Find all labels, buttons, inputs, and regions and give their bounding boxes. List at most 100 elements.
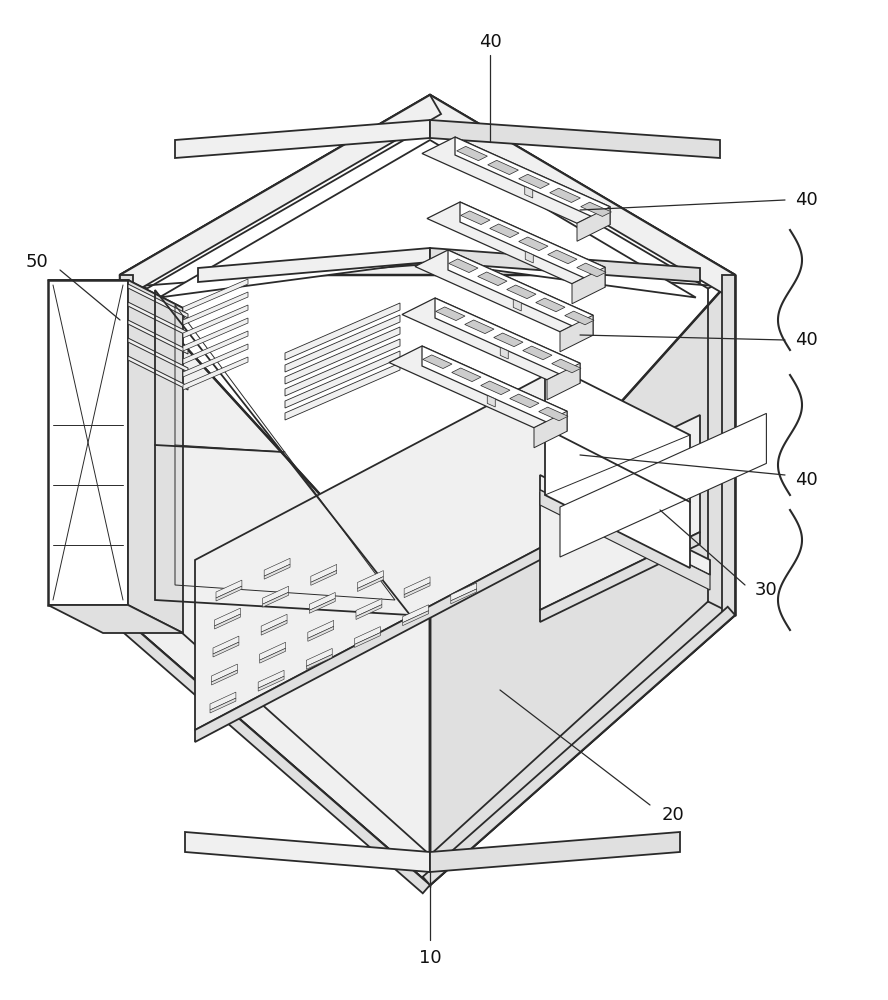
Polygon shape <box>480 381 510 395</box>
Polygon shape <box>722 275 735 615</box>
Polygon shape <box>510 394 539 408</box>
Polygon shape <box>120 275 133 615</box>
Polygon shape <box>183 357 248 390</box>
Polygon shape <box>430 248 700 282</box>
Polygon shape <box>354 633 380 647</box>
Polygon shape <box>264 564 290 579</box>
Polygon shape <box>389 346 567 428</box>
Polygon shape <box>415 250 593 332</box>
Polygon shape <box>576 263 606 277</box>
Polygon shape <box>523 346 552 360</box>
Polygon shape <box>404 583 430 598</box>
Polygon shape <box>402 605 429 623</box>
Polygon shape <box>540 475 710 575</box>
Polygon shape <box>48 280 183 308</box>
Polygon shape <box>216 586 242 601</box>
Polygon shape <box>500 347 508 359</box>
Polygon shape <box>422 346 567 431</box>
Polygon shape <box>128 280 183 633</box>
Polygon shape <box>565 311 594 325</box>
Polygon shape <box>195 540 555 742</box>
Polygon shape <box>120 275 430 885</box>
Polygon shape <box>48 605 183 633</box>
Polygon shape <box>455 137 610 225</box>
Polygon shape <box>159 140 696 298</box>
Polygon shape <box>519 237 548 251</box>
Polygon shape <box>128 284 188 318</box>
Polygon shape <box>285 351 400 408</box>
Polygon shape <box>548 250 577 264</box>
Polygon shape <box>183 279 248 312</box>
Polygon shape <box>213 636 239 654</box>
Polygon shape <box>263 592 289 607</box>
Polygon shape <box>507 285 536 299</box>
Polygon shape <box>430 275 735 885</box>
Polygon shape <box>183 331 248 364</box>
Polygon shape <box>404 577 430 595</box>
Polygon shape <box>448 250 593 335</box>
Polygon shape <box>308 626 334 641</box>
Polygon shape <box>525 251 534 263</box>
Polygon shape <box>356 599 382 616</box>
Polygon shape <box>488 395 496 407</box>
Polygon shape <box>435 298 580 383</box>
Polygon shape <box>183 305 248 338</box>
Polygon shape <box>120 95 735 275</box>
Polygon shape <box>551 359 581 373</box>
Polygon shape <box>306 654 332 669</box>
Polygon shape <box>211 664 237 682</box>
Polygon shape <box>198 248 430 282</box>
Polygon shape <box>258 670 284 688</box>
Polygon shape <box>519 174 550 189</box>
Polygon shape <box>581 202 612 216</box>
Polygon shape <box>285 315 400 372</box>
Polygon shape <box>555 370 561 544</box>
Polygon shape <box>128 338 188 372</box>
Polygon shape <box>535 298 565 312</box>
Polygon shape <box>285 363 400 420</box>
Text: 20: 20 <box>662 806 685 824</box>
Polygon shape <box>451 589 477 604</box>
Polygon shape <box>534 411 567 448</box>
Polygon shape <box>402 298 580 380</box>
Polygon shape <box>183 344 248 377</box>
Text: 50: 50 <box>25 253 48 271</box>
Polygon shape <box>423 355 452 369</box>
Polygon shape <box>183 318 248 351</box>
Polygon shape <box>464 320 494 334</box>
Polygon shape <box>358 571 384 588</box>
Polygon shape <box>128 302 188 336</box>
Polygon shape <box>128 356 188 390</box>
Polygon shape <box>120 95 735 275</box>
Polygon shape <box>175 120 430 158</box>
Text: 10: 10 <box>418 949 441 967</box>
Polygon shape <box>128 320 188 354</box>
Polygon shape <box>494 333 523 347</box>
Polygon shape <box>210 692 236 710</box>
Polygon shape <box>419 95 735 294</box>
Polygon shape <box>402 611 429 626</box>
Polygon shape <box>572 267 605 304</box>
Polygon shape <box>430 832 680 872</box>
Polygon shape <box>513 299 521 311</box>
Polygon shape <box>285 327 400 384</box>
Polygon shape <box>285 339 400 396</box>
Polygon shape <box>309 592 335 610</box>
Polygon shape <box>540 415 700 610</box>
Text: 30: 30 <box>755 581 778 599</box>
Polygon shape <box>215 608 241 626</box>
Text: 40: 40 <box>795 471 818 489</box>
Polygon shape <box>120 275 430 885</box>
Polygon shape <box>195 370 555 730</box>
Polygon shape <box>545 362 690 568</box>
Polygon shape <box>285 303 400 360</box>
Polygon shape <box>423 607 735 885</box>
Text: 40: 40 <box>479 33 502 51</box>
Polygon shape <box>48 280 128 605</box>
Polygon shape <box>456 146 488 161</box>
Polygon shape <box>211 670 237 685</box>
Polygon shape <box>113 615 430 893</box>
Polygon shape <box>430 275 735 885</box>
Polygon shape <box>427 202 605 284</box>
Polygon shape <box>489 224 519 238</box>
